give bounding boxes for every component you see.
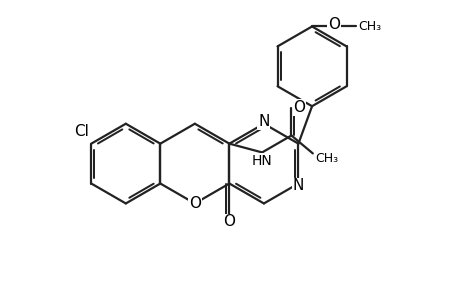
Text: CH₃: CH₃	[358, 20, 381, 33]
Text: CH₃: CH₃	[314, 152, 337, 165]
Text: O: O	[293, 100, 305, 115]
Text: O: O	[327, 17, 339, 32]
Text: N: N	[257, 114, 269, 129]
Text: N: N	[292, 178, 303, 193]
Text: Cl: Cl	[73, 124, 88, 139]
Text: HN: HN	[251, 154, 272, 168]
Text: O: O	[223, 214, 235, 230]
Text: O: O	[189, 196, 201, 211]
